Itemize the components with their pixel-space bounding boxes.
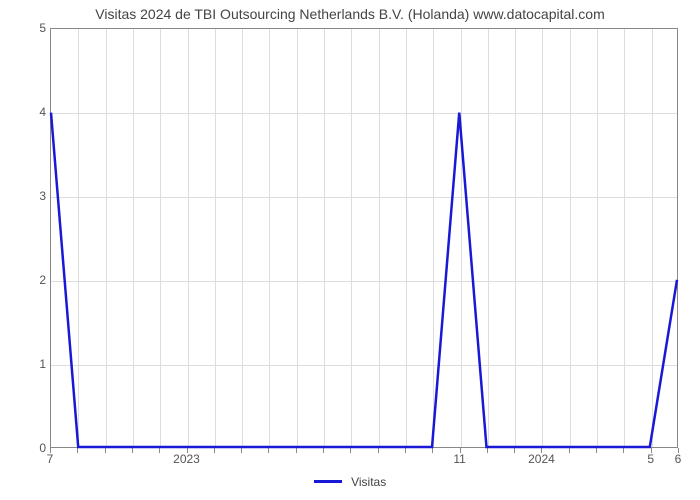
y-tick-label: 1 bbox=[6, 357, 46, 371]
visits-chart: Visitas 2024 de TBI Outsourcing Netherla… bbox=[0, 0, 700, 500]
line-series bbox=[51, 29, 677, 447]
y-tick-label: 0 bbox=[6, 441, 46, 455]
y-tick-label: 3 bbox=[6, 189, 46, 203]
y-tick-label: 2 bbox=[6, 273, 46, 287]
plot-area bbox=[50, 28, 678, 448]
legend: Visitas bbox=[0, 474, 700, 489]
x-tick-label: 7 bbox=[47, 452, 54, 466]
x-tick-label: 5 bbox=[647, 452, 654, 466]
y-tick-label: 5 bbox=[6, 21, 46, 35]
x-tick-label: 6 bbox=[675, 452, 682, 466]
x-tick-label: 11 bbox=[453, 452, 465, 466]
x-tick-label: 2024 bbox=[528, 452, 555, 466]
legend-swatch bbox=[314, 480, 342, 483]
chart-title: Visitas 2024 de TBI Outsourcing Netherla… bbox=[0, 6, 700, 22]
series-visitas bbox=[51, 113, 677, 447]
y-tick-label: 4 bbox=[6, 105, 46, 119]
x-tick-label: 2023 bbox=[173, 452, 200, 466]
legend-label: Visitas bbox=[351, 475, 386, 489]
